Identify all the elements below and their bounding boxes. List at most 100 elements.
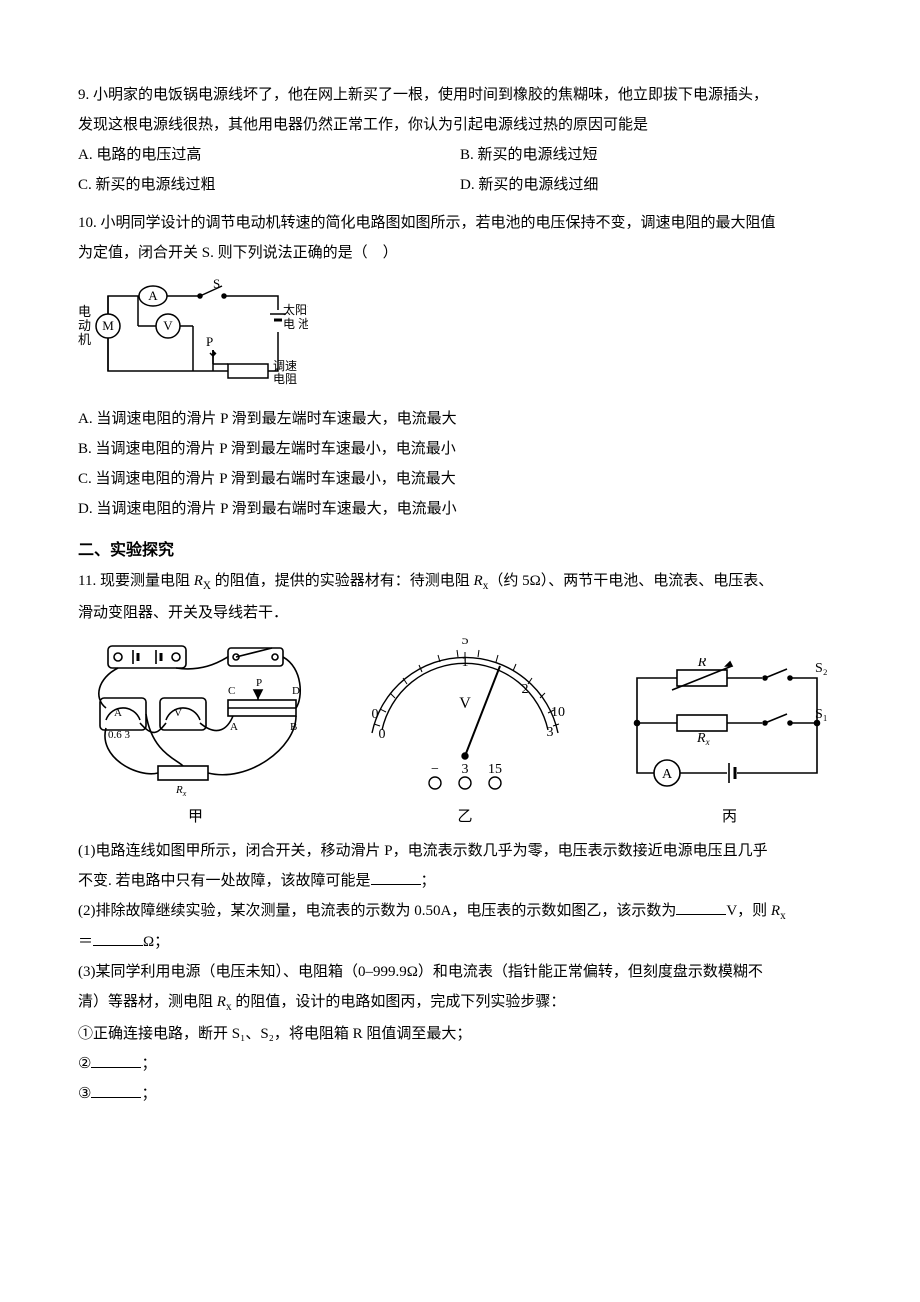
q11-step3-num: ③ (78, 1086, 91, 1102)
svg-text:Rx: Rx (175, 784, 187, 798)
q10-text-1: 小明同学设计的调节电动机转速的简化电路图如图所示，若电池的电压保持不变，调速电阻… (101, 215, 776, 231)
q11-p2-unit: Ω； (143, 934, 169, 950)
svg-text:3: 3 (462, 762, 469, 777)
svg-text:D: D (292, 685, 300, 697)
q11-step2-num: ② (78, 1056, 91, 1072)
svg-text:太阳能: 太阳能 (283, 302, 308, 317)
q11-text-c: （约 5Ω）、两节干电池、电流表、电压表、 (488, 573, 773, 589)
q11-step2: ②； (78, 1049, 842, 1079)
svg-text:动: 动 (78, 318, 91, 333)
blank-4 (91, 1053, 141, 1068)
q11-step3-tail: ； (141, 1086, 156, 1102)
q11-p3-c: 的阻值，设计的电路如图丙，完成下列实验步骤： (232, 994, 566, 1010)
q11-rx1-sub: X (203, 580, 211, 592)
section-2-title: 二、实验探究 (78, 536, 842, 560)
q11-jia-svg: A V 0.6 3 C P D A B Rx (78, 638, 313, 798)
q10-circuit-figure: A M V S P 电 动 机 太阳能 电 池 调速 电阻 (78, 276, 842, 396)
cap-jia: 甲 (78, 805, 313, 826)
q11-fig-jia: A V 0.6 3 C P D A B Rx 甲 (78, 638, 313, 826)
q11-rx1: R (194, 573, 203, 589)
q11-text-b: 的阻值，提供的实验器材有：待测电阻 (211, 573, 474, 589)
q11-p2-line2: ＝ Ω； (78, 927, 842, 957)
q11-p1-b: 不变. 若电路中只有一处故障，该故障可能是 (78, 873, 371, 889)
q11-p2-line1: (2)排除故障继续实验，某次测量，电流表的示数为 0.50A，电压表的示数如图乙… (78, 896, 842, 928)
svg-text:A: A (662, 767, 673, 782)
q11-p2-eq: ＝ (78, 934, 93, 950)
q9-option-b: B. 新买的电源线过短 (460, 140, 842, 170)
q11-p3-line1: (3)某同学利用电源（电压未知）、电阻箱（0–999.9Ω）和电流表（指针能正常… (78, 957, 842, 987)
q11-rx2: R (474, 573, 483, 589)
svg-text:电 池: 电 池 (283, 317, 308, 331)
blank-2 (676, 900, 726, 915)
q11-bing-svg: R S₂ Rx S₁ A (617, 658, 842, 798)
q11-figure-row: A V 0.6 3 C P D A B Rx 甲 (78, 638, 842, 826)
q10-stem-line1: 10. 小明同学设计的调节电动机转速的简化电路图如图所示，若电池的电压保持不变，… (78, 208, 842, 238)
q11-p2-b: V，则 (726, 903, 771, 919)
svg-text:A: A (114, 707, 122, 719)
q10-num: 10. (78, 215, 97, 231)
blank-3 (93, 931, 143, 946)
q9-option-a: A. 电路的电压过高 (78, 140, 460, 170)
svg-text:5: 5 (462, 638, 469, 648)
q11-stem-line1: 11. 现要测量电阻 RX 的阻值，提供的实验器材有：待测电阻 Rx（约 5Ω）… (78, 566, 842, 598)
q10-circuit-svg: A M V S P 电 动 机 太阳能 电 池 调速 电阻 (78, 276, 308, 396)
q9-option-c: C. 新买的电源线过粗 (78, 170, 460, 200)
q11-stem-line2: 滑动变阻器、开关及导线若干． (78, 598, 842, 628)
svg-text:0: 0 (379, 727, 386, 742)
svg-text:P: P (206, 334, 213, 349)
svg-text:A: A (230, 721, 238, 733)
q11-fig-bing: R S₂ Rx S₁ A 丙 (617, 658, 842, 826)
svg-text:电: 电 (78, 304, 91, 319)
q9-num: 9. (78, 87, 89, 103)
svg-text:−: − (431, 762, 439, 777)
svg-text:0: 0 (372, 707, 379, 722)
q11-step1: ①正确连接电路，断开 S₁、S₂，将电阻箱 R 阻值调至最大； (78, 1019, 842, 1049)
svg-text:C: C (228, 685, 235, 697)
svg-text:10: 10 (551, 705, 565, 720)
q10-option-c: C. 当调速电阻的滑片 P 滑到最右端时车速最小，电流最大 (78, 464, 842, 494)
q11-p3-rx: R (217, 994, 226, 1010)
svg-text:S: S (213, 276, 220, 291)
q11-p2-rx: R (771, 903, 780, 919)
svg-text:V: V (174, 707, 182, 719)
svg-text:15: 15 (488, 762, 502, 777)
q11-step2-tail: ； (141, 1056, 156, 1072)
q9-text-1: 小明家的电饭锅电源线坏了，他在网上新买了一根，使用时间到橡胶的焦糊味，他立即拔下… (93, 87, 768, 103)
q11-p2-rx-sub: x (780, 910, 786, 922)
q10-options: A. 当调速电阻的滑片 P 滑到最左端时车速最大，电流最大 B. 当调速电阻的滑… (78, 404, 842, 524)
q10-option-d: D. 当调速电阻的滑片 P 滑到最右端时车速最大，电流最小 (78, 494, 842, 524)
svg-text:2: 2 (522, 682, 529, 697)
q11-p2-a: (2)排除故障继续实验，某次测量，电流表的示数为 0.50A，电压表的示数如图乙… (78, 903, 676, 919)
q11-p1-c: ； (421, 873, 436, 889)
svg-text:M: M (102, 318, 114, 333)
q11-fig-yi: 0 5 10 0 1 2 3 V − 3 15 (350, 638, 580, 826)
cap-bing: 丙 (617, 805, 842, 826)
svg-text:3: 3 (547, 725, 554, 740)
q11-num: 11. (78, 573, 96, 589)
cap-yi: 乙 (350, 805, 580, 826)
question-10: 10. 小明同学设计的调节电动机转速的简化电路图如图所示，若电池的电压保持不变，… (78, 208, 842, 524)
q11-yi-svg: 0 5 10 0 1 2 3 V − 3 15 (350, 638, 580, 798)
svg-text:A: A (148, 288, 158, 303)
q11-p1-line2: 不变. 若电路中只有一处故障，该故障可能是 ； (78, 866, 842, 896)
question-11: 11. 现要测量电阻 RX 的阻值，提供的实验器材有：待测电阻 Rx（约 5Ω）… (78, 566, 842, 1109)
q9-stem-line2: 发现这根电源线很热，其他用电器仍然正常工作，你认为引起电源线过热的原因可能是 (78, 110, 842, 140)
svg-text:V: V (163, 318, 173, 333)
q10-stem-line2: 为定值，闭合开关 S. 则下列说法正确的是（ ） (78, 238, 842, 268)
blank-5 (91, 1083, 141, 1098)
svg-text:P: P (256, 677, 262, 689)
blank-1 (371, 870, 421, 885)
svg-text:R: R (697, 658, 707, 670)
svg-text:0.6 3: 0.6 3 (108, 729, 131, 741)
q9-options: A. 电路的电压过高 B. 新买的电源线过短 C. 新买的电源线过粗 D. 新买… (78, 140, 842, 200)
svg-text:Rx: Rx (696, 731, 710, 747)
q11-p3-b: 清）等器材，测电阻 (78, 994, 217, 1010)
question-9: 9. 小明家的电饭锅电源线坏了，他在网上新买了一根，使用时间到橡胶的焦糊味，他立… (78, 80, 842, 200)
svg-text:调速: 调速 (273, 359, 297, 373)
q11-text-a: 现要测量电阻 (100, 573, 194, 589)
q11-step3: ③； (78, 1079, 842, 1109)
q10-option-a: A. 当调速电阻的滑片 P 滑到最左端时车速最大，电流最大 (78, 404, 842, 434)
svg-text:机: 机 (78, 332, 91, 347)
svg-text:S₂: S₂ (815, 661, 828, 676)
q9-option-d: D. 新买的电源线过细 (460, 170, 842, 200)
